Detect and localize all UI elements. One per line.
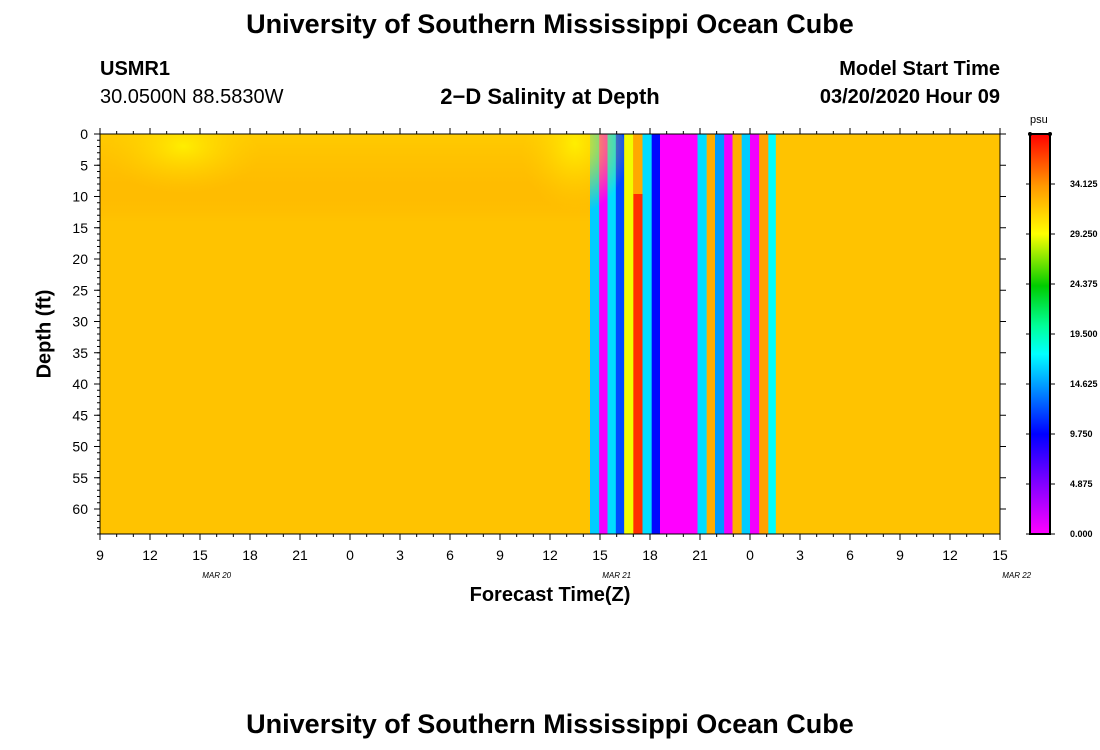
salinity-band bbox=[724, 134, 733, 534]
salinity-band bbox=[741, 134, 751, 534]
station-id: USMR1 bbox=[100, 58, 171, 80]
x-tick-label: 12 bbox=[542, 547, 558, 563]
x-tick-label: 12 bbox=[942, 547, 958, 563]
colorbar-tick-label: 14.625 bbox=[1070, 379, 1098, 389]
colorbar-tick-label: 34.125 bbox=[1070, 179, 1098, 189]
y-tick-label: 30 bbox=[72, 314, 88, 330]
x-date-label: MAR 22 bbox=[1002, 571, 1031, 580]
colorbar-tick-label: 9.750 bbox=[1070, 429, 1093, 439]
x-tick-label: 15 bbox=[592, 547, 608, 563]
colorbar-tick-label: 0.000 bbox=[1070, 529, 1093, 539]
salinity-band bbox=[633, 134, 643, 534]
y-tick-label: 0 bbox=[80, 126, 88, 142]
x-tick-label: 9 bbox=[496, 547, 504, 563]
surface-fresh-tongue bbox=[633, 134, 643, 194]
y-tick-label: 35 bbox=[72, 345, 88, 361]
x-tick-label: 3 bbox=[396, 547, 404, 563]
low-salinity-patch bbox=[520, 134, 630, 242]
model-start-label: Model Start Time bbox=[839, 58, 1000, 80]
colorbar-corner bbox=[1048, 132, 1052, 136]
salinity-band bbox=[750, 134, 760, 534]
colorbar-corner bbox=[1028, 132, 1032, 136]
salinity-band bbox=[590, 134, 600, 534]
y-tick-label: 5 bbox=[80, 157, 88, 173]
x-tick-label: 0 bbox=[746, 547, 754, 563]
x-tick-label: 21 bbox=[292, 547, 308, 563]
y-tick-label: 10 bbox=[72, 189, 88, 205]
salinity-band bbox=[768, 134, 777, 534]
salinity-band bbox=[697, 134, 707, 534]
colorbar-tick-label: 29.250 bbox=[1070, 229, 1098, 239]
y-tick-label: 45 bbox=[72, 407, 88, 423]
y-tick-label: 50 bbox=[72, 439, 88, 455]
station-location: 30.0500N 88.5830W bbox=[100, 86, 284, 108]
x-tick-label: 18 bbox=[242, 547, 258, 563]
x-tick-label: 15 bbox=[192, 547, 208, 563]
x-tick-label: 12 bbox=[142, 547, 158, 563]
y-tick-label: 55 bbox=[72, 470, 88, 486]
salinity-band bbox=[660, 134, 698, 534]
x-tick-label: 3 bbox=[796, 547, 804, 563]
salinity-band bbox=[775, 134, 1000, 534]
x-tick-label: 6 bbox=[846, 547, 854, 563]
x-tick-label: 21 bbox=[692, 547, 708, 563]
chart-title: 2−D Salinity at Depth bbox=[440, 84, 660, 109]
salinity-band bbox=[651, 134, 661, 534]
page-title: University of Southern Mississippi Ocean… bbox=[246, 9, 854, 39]
colorbar-unit: psu bbox=[1030, 114, 1048, 126]
colorbar-tick-label: 24.375 bbox=[1070, 279, 1098, 289]
x-tick-label: 18 bbox=[642, 547, 658, 563]
x-tick-label: 6 bbox=[446, 547, 454, 563]
y-axis-title: Depth (ft) bbox=[33, 289, 56, 379]
salinity-band bbox=[732, 134, 742, 534]
salinity-band bbox=[624, 134, 634, 534]
y-tick-label: 60 bbox=[72, 501, 88, 517]
low-salinity-patch bbox=[103, 134, 264, 214]
salinity-band bbox=[759, 134, 769, 534]
salinity-band bbox=[642, 134, 652, 534]
salinity-chart: 9 12 15 18 21 0 3 6 9 12 15 18 21 0 3 6 9 12 15 MAR 20 MAR 2… bbox=[72, 126, 1098, 580]
x-tick-label: 9 bbox=[96, 547, 104, 563]
model-start-value: 03/20/2020 Hour 09 bbox=[819, 86, 1000, 108]
salinity-band bbox=[615, 134, 625, 534]
colorbar-tick-label: 4.875 bbox=[1070, 479, 1093, 489]
y-tick-label: 25 bbox=[72, 282, 88, 298]
x-axis-title: Forecast Time(Z) bbox=[469, 584, 631, 606]
salinity-band bbox=[706, 134, 716, 534]
y-tick-label: 15 bbox=[72, 220, 88, 236]
colorbar bbox=[1029, 133, 1051, 535]
x-tick-label: 0 bbox=[346, 547, 354, 563]
salinity-band bbox=[607, 134, 617, 534]
x-date-label: MAR 20 bbox=[202, 571, 231, 580]
footer-title: University of Southern Mississippi Ocean… bbox=[246, 709, 854, 739]
colorbar-tick-label: 19.500 bbox=[1070, 329, 1098, 339]
x-tick-label: 9 bbox=[896, 547, 904, 563]
salinity-band bbox=[599, 134, 608, 534]
x-tick-label: 15 bbox=[992, 547, 1008, 563]
y-tick-label: 20 bbox=[72, 251, 88, 267]
salinity-band bbox=[715, 134, 725, 534]
y-tick-label: 40 bbox=[72, 376, 88, 392]
x-date-label: MAR 21 bbox=[602, 571, 631, 580]
